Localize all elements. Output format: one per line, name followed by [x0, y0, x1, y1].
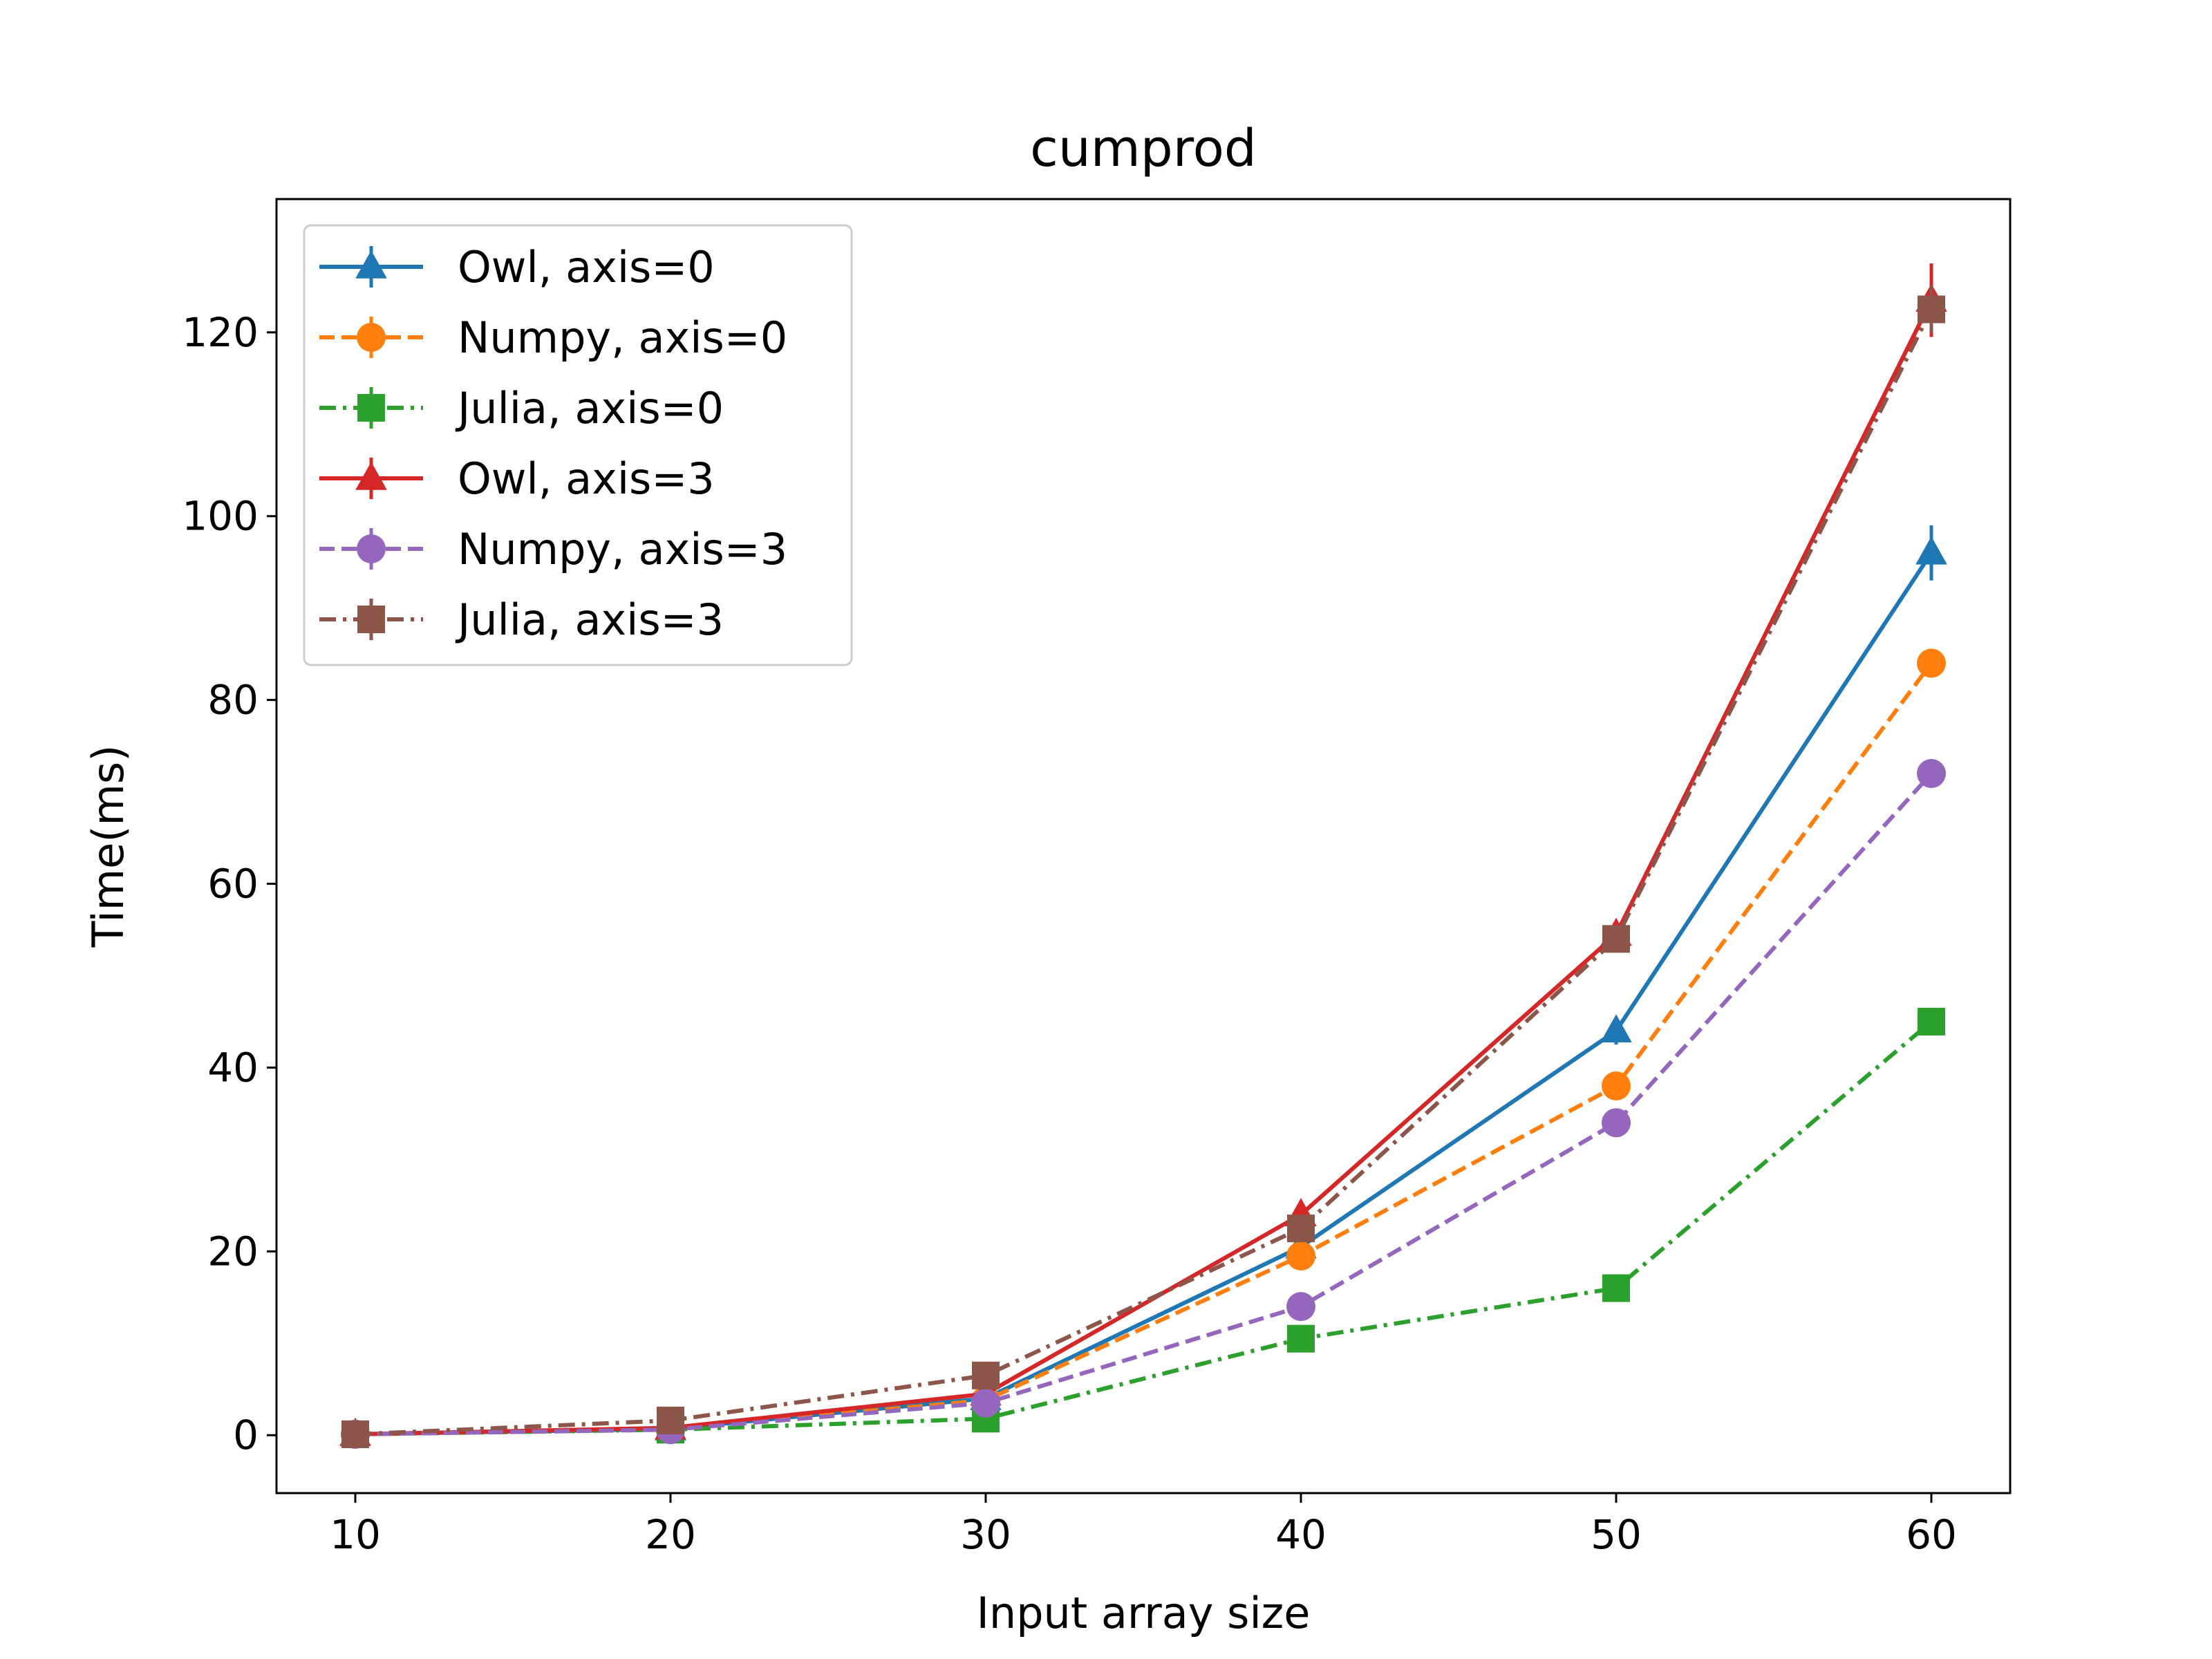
data-point	[972, 1361, 1000, 1389]
y-tick-label: 40	[207, 1044, 259, 1091]
data-point	[1602, 1108, 1631, 1138]
legend-frame	[303, 224, 853, 666]
legend: Owl, axis=0 Numpy, axis=0 Julia, axis=0 Owl…	[303, 224, 853, 666]
legend-label: Numpy, axis=0	[458, 312, 787, 363]
data-point	[971, 1388, 1000, 1418]
data-point	[1286, 1292, 1315, 1322]
legend-marker	[355, 250, 387, 279]
legend-label: Numpy, axis=3	[458, 524, 787, 574]
x-tick-label: 60	[1906, 1511, 1957, 1558]
data-point	[1917, 648, 1946, 678]
legend-entry: Numpy, axis=0	[319, 312, 787, 363]
legend-entry: Numpy, axis=3	[319, 524, 787, 574]
legend-label: Owl, axis=3	[458, 453, 715, 504]
x-axis: 10 20 30 40 50 60	[330, 1493, 1957, 1558]
x-tick-label: 50	[1591, 1511, 1642, 1558]
data-point	[1602, 1274, 1630, 1302]
y-tick-label: 0	[233, 1412, 259, 1459]
series-line	[355, 662, 1933, 1436]
series-line	[355, 308, 1933, 1436]
legend-entry: Julia, axis=3	[319, 594, 724, 645]
data-point	[657, 1406, 684, 1434]
chart-title: cumprod	[1030, 119, 1257, 178]
data-point	[1915, 536, 1947, 565]
legend-marker	[357, 323, 386, 352]
series-line	[355, 299, 1933, 1436]
data-point	[1287, 1215, 1315, 1243]
series-5	[341, 286, 1945, 1448]
y-tick-label: 100	[182, 493, 259, 540]
x-tick-label: 30	[960, 1511, 1011, 1558]
y-axis: 0 20 40 60 80 100 120	[182, 309, 276, 1459]
data-point	[1287, 1324, 1315, 1353]
y-tick-label: 80	[207, 677, 259, 724]
y-tick-label: 120	[182, 309, 259, 356]
legend-marker	[357, 394, 385, 422]
data-point	[1918, 1007, 1945, 1035]
x-axis-label: Input array size	[977, 1588, 1311, 1638]
data-point	[1918, 295, 1945, 324]
legend-entry: Owl, axis=0	[319, 242, 715, 292]
legend-entry: Julia, axis=0	[319, 383, 724, 433]
x-tick-label: 20	[645, 1511, 696, 1558]
x-tick-label: 10	[330, 1511, 381, 1558]
legend-marker	[357, 606, 385, 633]
y-tick-label: 20	[207, 1228, 259, 1275]
data-point	[1602, 925, 1630, 953]
y-tick-label: 60	[207, 861, 259, 908]
data-point	[1600, 1014, 1632, 1043]
legend-label: Julia, axis=0	[455, 383, 724, 433]
plot-frame	[275, 198, 2012, 1494]
legend-marker	[355, 462, 387, 490]
data-point	[1286, 1241, 1315, 1271]
data-point	[1917, 758, 1946, 788]
y-axis-label: Time(ms)	[83, 745, 133, 948]
legend-entry: Owl, axis=3	[319, 453, 715, 504]
x-tick-label: 40	[1275, 1511, 1327, 1558]
legend-label: Owl, axis=0	[458, 242, 715, 292]
legend-label: Julia, axis=3	[455, 594, 724, 645]
legend-marker	[357, 534, 386, 563]
series-line	[355, 771, 1933, 1436]
data-point	[341, 1420, 369, 1448]
data-point	[1602, 1071, 1631, 1101]
plot-area	[339, 263, 1947, 1449]
